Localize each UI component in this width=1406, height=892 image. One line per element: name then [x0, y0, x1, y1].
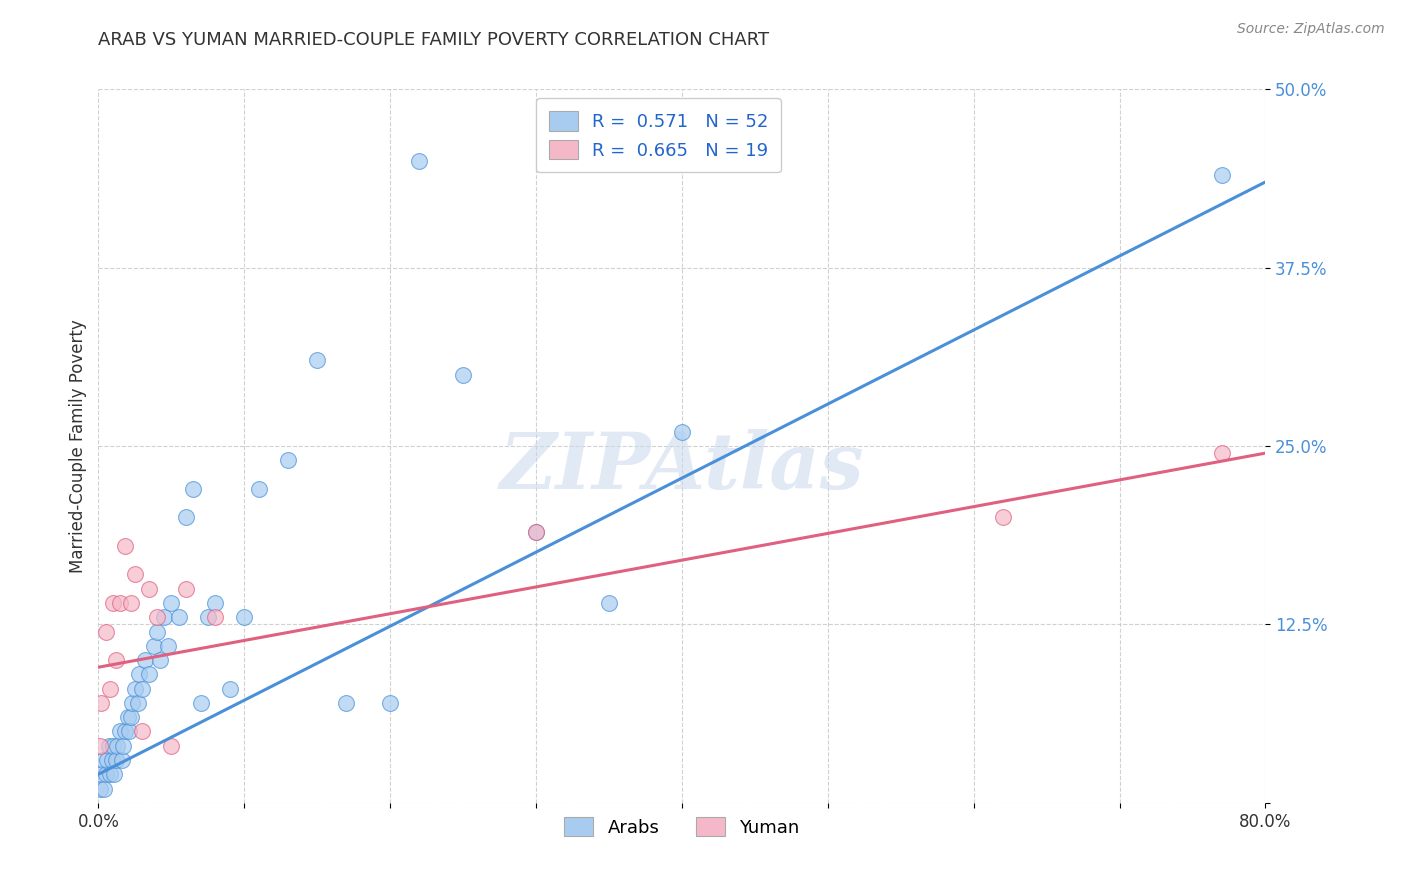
- Text: ARAB VS YUMAN MARRIED-COUPLE FAMILY POVERTY CORRELATION CHART: ARAB VS YUMAN MARRIED-COUPLE FAMILY POVE…: [98, 31, 769, 49]
- Point: [204, 610, 226, 624]
- Point: [127, 696, 149, 710]
- Point: [94, 767, 117, 781]
- Point: [124, 567, 146, 582]
- Point: [91, 753, 114, 767]
- Point: [204, 596, 226, 610]
- Point: [233, 610, 256, 624]
- Point: [142, 639, 165, 653]
- Point: [146, 610, 169, 624]
- Point: [181, 482, 204, 496]
- Point: [117, 710, 139, 724]
- Point: [131, 724, 153, 739]
- Point: [105, 739, 128, 753]
- Legend: Arabs, Yuman: Arabs, Yuman: [557, 809, 807, 844]
- Point: [174, 510, 197, 524]
- Point: [197, 610, 219, 624]
- Point: [104, 753, 127, 767]
- Point: [89, 739, 111, 753]
- Point: [335, 696, 357, 710]
- Point: [93, 781, 115, 796]
- Point: [112, 739, 135, 753]
- Point: [90, 767, 112, 781]
- Text: Source: ZipAtlas.com: Source: ZipAtlas.com: [1237, 22, 1385, 37]
- Point: [110, 596, 132, 610]
- Point: [146, 624, 169, 639]
- Point: [128, 667, 150, 681]
- Point: [103, 767, 125, 781]
- Point: [118, 724, 141, 739]
- Point: [96, 753, 118, 767]
- Point: [94, 624, 117, 639]
- Point: [160, 596, 183, 610]
- Point: [991, 510, 1014, 524]
- Point: [408, 153, 430, 168]
- Point: [671, 425, 693, 439]
- Text: ZIPAtlas: ZIPAtlas: [499, 429, 865, 506]
- Point: [160, 739, 183, 753]
- Point: [524, 524, 547, 539]
- Point: [190, 696, 212, 710]
- Point: [101, 739, 124, 753]
- Point: [1211, 168, 1233, 182]
- Point: [167, 610, 190, 624]
- Point: [598, 596, 620, 610]
- Point: [174, 582, 197, 596]
- Point: [138, 582, 160, 596]
- Point: [1211, 446, 1233, 460]
- Point: [380, 696, 402, 710]
- Point: [149, 653, 172, 667]
- Point: [131, 681, 153, 696]
- Point: [121, 696, 143, 710]
- Point: [124, 681, 146, 696]
- Point: [89, 781, 111, 796]
- Point: [138, 667, 160, 681]
- Point: [153, 610, 176, 624]
- Point: [114, 539, 136, 553]
- Point: [90, 696, 112, 710]
- Point: [98, 767, 121, 781]
- Point: [307, 353, 329, 368]
- Point: [110, 724, 132, 739]
- Point: [97, 739, 120, 753]
- Point: [218, 681, 240, 696]
- Point: [277, 453, 299, 467]
- Point: [114, 724, 136, 739]
- Point: [524, 524, 547, 539]
- Point: [104, 653, 127, 667]
- Point: [157, 639, 180, 653]
- Point: [120, 596, 142, 610]
- Point: [101, 596, 124, 610]
- Point: [451, 368, 474, 382]
- Point: [247, 482, 270, 496]
- Point: [100, 753, 122, 767]
- Y-axis label: Married-Couple Family Poverty: Married-Couple Family Poverty: [69, 319, 87, 573]
- Point: [98, 681, 121, 696]
- Point: [120, 710, 142, 724]
- Point: [134, 653, 156, 667]
- Point: [111, 753, 134, 767]
